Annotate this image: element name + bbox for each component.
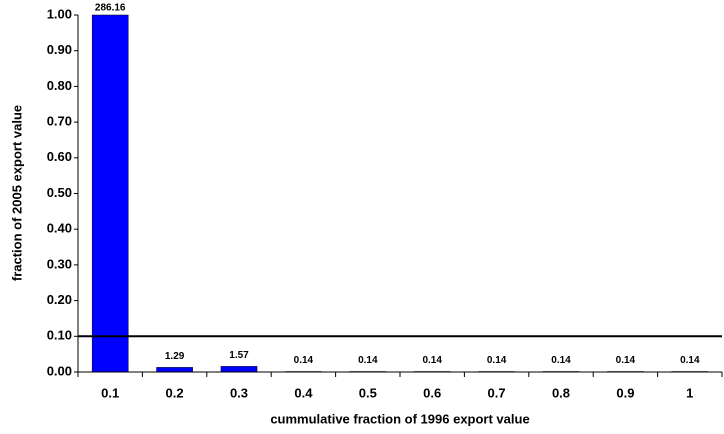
data-label: 286.16	[95, 3, 126, 14]
data-label: 0.14	[422, 355, 442, 366]
x-tick-label: 0.3	[230, 385, 248, 400]
y-tick-label: 0.00	[47, 363, 72, 378]
data-label: 0.14	[294, 355, 314, 366]
y-tick-label: 0.30	[47, 256, 72, 271]
x-tick-label: 1	[686, 385, 693, 400]
x-tick-label: 0.4	[294, 385, 313, 400]
y-tick-label: 1.00	[47, 6, 72, 21]
x-tick-label: 0.9	[616, 385, 634, 400]
bar	[91, 14, 129, 373]
y-tick-label: 0.40	[47, 221, 72, 236]
y-tick-label: 0.60	[47, 149, 72, 164]
bar	[156, 367, 193, 373]
y-tick-label: 0.90	[47, 42, 72, 57]
y-tick-label: 0.10	[47, 328, 72, 343]
y-tick-label: 0.70	[47, 114, 72, 129]
data-label: 0.14	[358, 355, 378, 366]
x-tick-label: 0.2	[166, 385, 184, 400]
x-axis-title: cummulative fraction of 1996 export valu…	[270, 411, 529, 426]
data-label: 0.14	[551, 355, 571, 366]
y-tick-label: 0.20	[47, 292, 72, 307]
data-label: 0.14	[616, 355, 636, 366]
y-axis-title: fraction of 2005 export value	[9, 105, 24, 281]
x-tick-label: 0.8	[552, 385, 570, 400]
x-tick-label: 0.1	[101, 385, 119, 400]
x-tick-label: 0.5	[359, 385, 377, 400]
y-tick-label: 0.50	[47, 185, 72, 200]
y-tick-label: 0.80	[47, 78, 72, 93]
x-tick-label: 0.6	[423, 385, 441, 400]
x-tick-label: 0.7	[488, 385, 506, 400]
data-label: 1.29	[165, 351, 185, 362]
data-label: 0.14	[680, 355, 700, 366]
data-label: 0.14	[487, 355, 507, 366]
data-label: 1.57	[229, 350, 249, 361]
bar	[220, 366, 258, 373]
